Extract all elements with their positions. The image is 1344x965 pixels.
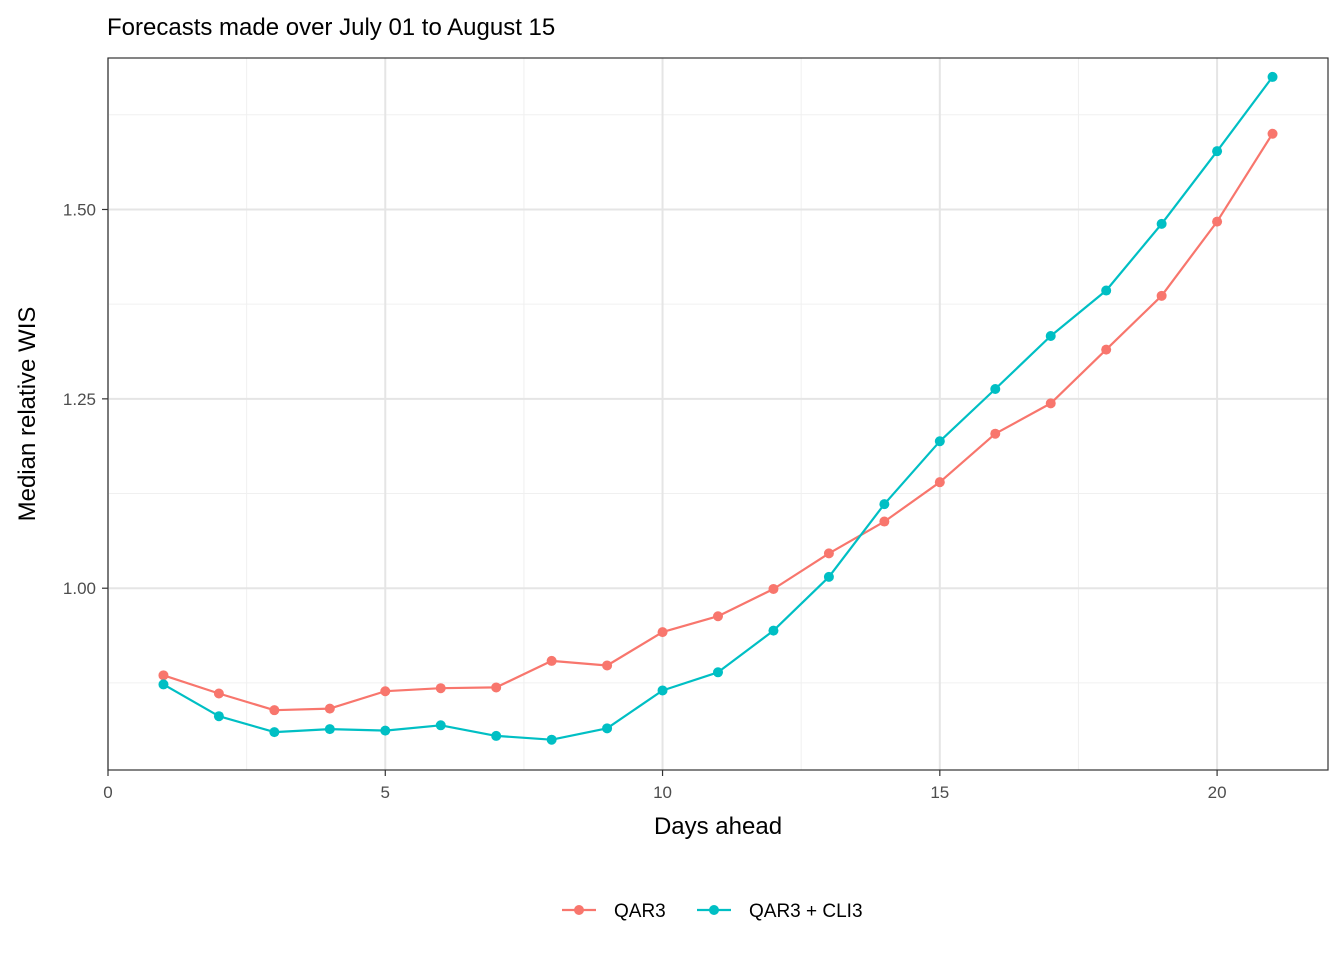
data-point-qar3 xyxy=(823,548,834,559)
x-tick-label: 0 xyxy=(103,783,112,802)
data-point-qar3 xyxy=(602,660,613,671)
data-point-qar3-cli3 xyxy=(657,685,668,696)
data-point-qar3 xyxy=(213,688,224,699)
data-point-qar3-cli3 xyxy=(768,625,779,636)
data-point-qar3-cli3 xyxy=(602,723,613,734)
data-point-qar3-cli3 xyxy=(990,384,1001,395)
legend-label: QAR3 + CLI3 xyxy=(749,901,863,922)
data-point-qar3 xyxy=(1101,344,1112,355)
x-tick-label: 10 xyxy=(653,783,672,802)
data-point-qar3 xyxy=(934,477,945,488)
data-point-qar3 xyxy=(269,705,280,716)
data-point-qar3 xyxy=(657,627,668,638)
y-tick-label: 1.50 xyxy=(63,200,96,219)
data-point-qar3 xyxy=(1212,216,1223,227)
data-point-qar3 xyxy=(990,428,1001,439)
chart-title: Forecasts made over July 01 to August 15 xyxy=(107,14,555,41)
data-point-qar3-cli3 xyxy=(380,725,391,736)
data-point-qar3-cli3 xyxy=(823,571,834,582)
data-point-qar3-cli3 xyxy=(1267,71,1278,82)
y-tick-label: 1.25 xyxy=(63,390,96,409)
data-point-qar3 xyxy=(158,670,169,681)
data-point-qar3 xyxy=(713,611,723,622)
data-point-qar3-cli3 xyxy=(934,436,945,447)
y-tick-label: 1.00 xyxy=(63,579,96,598)
data-point-qar3 xyxy=(1156,290,1167,301)
data-point-qar3 xyxy=(1045,398,1056,409)
data-point-qar3-cli3 xyxy=(435,720,446,731)
x-axis-title: Days ahead xyxy=(654,813,782,840)
legend-label: QAR3 xyxy=(614,901,666,922)
legend-key-point xyxy=(574,905,584,915)
data-point-qar3-cli3 xyxy=(1212,146,1223,157)
legend: QAR3 QAR3 + CLI3 xyxy=(562,901,863,922)
data-point-qar3 xyxy=(1267,128,1278,139)
data-point-qar3 xyxy=(380,686,391,697)
axes: 0 5 10 15 20 1.00 1.25 1.50 xyxy=(63,200,1227,802)
x-tick-label: 5 xyxy=(381,783,390,802)
data-point-qar3 xyxy=(768,583,779,594)
data-point-qar3 xyxy=(546,655,557,666)
data-point-qar3-cli3 xyxy=(491,730,502,741)
data-point-qar3-cli3 xyxy=(1156,218,1167,229)
y-axis-title: Median relative WIS xyxy=(14,307,41,522)
plot-panel-border xyxy=(107,57,1329,771)
data-point-qar3 xyxy=(491,682,502,693)
data-point-qar3-cli3 xyxy=(879,499,890,510)
data-point-qar3-cli3 xyxy=(269,727,280,738)
legend-key-point xyxy=(709,905,719,915)
x-tick-label: 20 xyxy=(1208,783,1227,802)
data-point-qar3-cli3 xyxy=(1101,285,1112,296)
data-point-qar3 xyxy=(324,703,335,714)
data-point-qar3-cli3 xyxy=(1045,330,1056,341)
data-point-qar3 xyxy=(879,516,890,527)
series-line-qar3-cli3 xyxy=(162,76,1274,741)
x-tick-label: 15 xyxy=(930,783,949,802)
data-point-qar3 xyxy=(435,683,446,694)
data-point-qar3-cli3 xyxy=(546,734,557,745)
data-point-qar3-cli3 xyxy=(158,679,169,690)
data-point-qar3-cli3 xyxy=(713,667,723,678)
series-line-qar3 xyxy=(163,133,1274,712)
series-layer xyxy=(158,71,1278,745)
data-point-qar3-cli3 xyxy=(213,711,224,722)
grid xyxy=(107,58,1328,770)
data-point-qar3-cli3 xyxy=(324,724,335,735)
